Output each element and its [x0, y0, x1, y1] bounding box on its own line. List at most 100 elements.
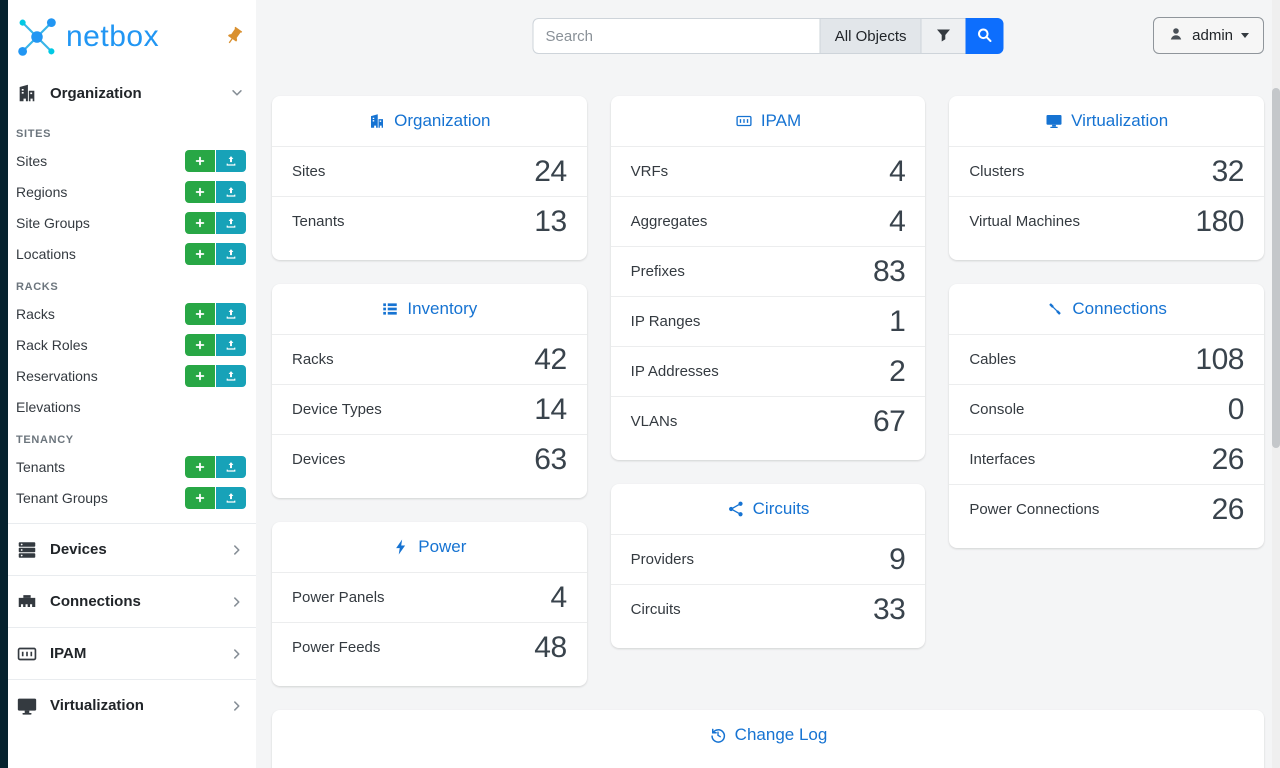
add-button[interactable] [185, 242, 215, 265]
import-button[interactable] [216, 149, 246, 172]
stat-label[interactable]: Sites [292, 163, 326, 180]
stat-label[interactable]: VRFs [630, 163, 669, 180]
stat-label[interactable]: Virtual Machines [969, 213, 1080, 230]
stat-row: Racks 42 [272, 334, 587, 384]
stat-row: Prefixes 83 [610, 246, 926, 296]
stat-row: Device Types 14 [272, 384, 587, 434]
sidebar-item-sites[interactable]: Sites [8, 145, 256, 176]
search-button[interactable] [965, 18, 1004, 54]
chevron-right-icon [230, 699, 244, 713]
sidebar-item-locations[interactable]: Locations [8, 238, 256, 269]
stat-label[interactable]: Console [969, 401, 1025, 418]
stat-label[interactable]: VLANs [630, 413, 678, 430]
sidebar-item-label: Rack Roles [16, 336, 88, 353]
stat-label[interactable]: Circuits [630, 601, 681, 618]
import-button[interactable] [216, 486, 246, 509]
stat-label[interactable]: IP Addresses [630, 363, 719, 380]
sidebar-item-tenants[interactable]: Tenants [8, 451, 256, 482]
add-button[interactable] [185, 455, 215, 478]
sidebar-group-organization[interactable]: Organization [8, 70, 256, 116]
stat-label[interactable]: Providers [630, 551, 695, 568]
sidebar-item-racks[interactable]: Racks [8, 298, 256, 329]
stat-value: 14 [534, 392, 567, 426]
card-title[interactable]: Power [418, 537, 467, 556]
search-input[interactable] [532, 18, 820, 54]
stat-row: Tenants 13 [272, 196, 587, 246]
card-header: Power [272, 522, 587, 572]
card-title[interactable]: Virtualization [1071, 111, 1169, 130]
user-icon [1168, 26, 1184, 46]
stat-label[interactable]: Device Types [292, 401, 382, 418]
pin-sidebar-button[interactable] [222, 24, 246, 51]
import-button[interactable] [216, 364, 246, 387]
import-button[interactable] [216, 302, 246, 325]
stat-label[interactable]: IP Ranges [630, 313, 701, 330]
import-button[interactable] [216, 211, 246, 234]
user-menu-button[interactable]: admin [1153, 17, 1264, 54]
sidebar-item-reservations[interactable]: Reservations [8, 360, 256, 391]
sidebar-group-connections[interactable]: Connections [8, 575, 256, 627]
card-organization: Organization Sites 24 Tenants 13 [272, 96, 587, 260]
sidebar-item-rack-roles[interactable]: Rack Roles [8, 329, 256, 360]
stat-row: Power Connections 26 [949, 484, 1264, 534]
add-button[interactable] [185, 149, 215, 172]
add-button[interactable] [185, 333, 215, 356]
stat-label[interactable]: Power Connections [969, 501, 1100, 518]
add-button[interactable] [185, 302, 215, 325]
card-title[interactable]: Change Log [734, 725, 828, 744]
netbox-logo-icon[interactable] [14, 14, 60, 60]
filter-icon [936, 27, 952, 46]
sidebar-item-elevations[interactable]: Elevations [8, 391, 256, 422]
stat-label[interactable]: Tenants [292, 213, 345, 230]
add-button[interactable] [185, 211, 215, 234]
card-title[interactable]: Connections [1072, 299, 1167, 318]
stat-row: Power Panels 4 [272, 572, 587, 622]
left-edge-strip [0, 0, 8, 768]
stat-label[interactable]: Power Feeds [292, 639, 381, 656]
sidebar-item-regions[interactable]: Regions [8, 176, 256, 207]
stat-label[interactable]: Interfaces [969, 451, 1036, 468]
stat-label[interactable]: Prefixes [630, 263, 685, 280]
sidebar-item-label: Locations [16, 245, 76, 262]
scrollbar[interactable] [1272, 0, 1280, 768]
card-header: IPAM [611, 96, 926, 146]
card-title[interactable]: Organization [394, 111, 491, 130]
stat-label[interactable]: Clusters [969, 163, 1025, 180]
sidebar: netbox Organization SITE [8, 0, 256, 768]
import-button[interactable] [216, 242, 246, 265]
stat-value: 33 [872, 592, 906, 626]
stat-row: VLANs 67 [610, 396, 926, 446]
stat-label[interactable]: Aggregates [630, 213, 708, 230]
stat-row: Devices 63 [272, 434, 587, 484]
card-title[interactable]: IPAM [760, 111, 802, 130]
sidebar-item-tenant-groups[interactable]: Tenant Groups [8, 482, 256, 513]
building-icon [368, 112, 386, 130]
import-button[interactable] [216, 180, 246, 203]
stat-value: 26 [1211, 492, 1245, 526]
stat-label[interactable]: Racks [292, 351, 334, 368]
list-icon [381, 300, 399, 318]
search-bar: All Objects [532, 18, 1004, 54]
search-scope-button[interactable]: All Objects [819, 18, 921, 54]
import-button[interactable] [216, 455, 246, 478]
card-title[interactable]: Inventory [407, 299, 478, 318]
counter-icon [735, 112, 753, 130]
stat-label[interactable]: Devices [292, 451, 346, 468]
add-button[interactable] [185, 180, 215, 203]
sidebar-group-devices[interactable]: Devices [8, 523, 256, 575]
import-button[interactable] [216, 333, 246, 356]
stat-value: 4 [889, 204, 906, 238]
card-title[interactable]: Circuits [752, 499, 810, 518]
sidebar-item-site-groups[interactable]: Site Groups [8, 207, 256, 238]
stat-row: IP Ranges 1 [610, 296, 926, 346]
filter-button[interactable] [920, 18, 966, 54]
add-button[interactable] [185, 486, 215, 509]
stat-label[interactable]: Cables [969, 351, 1017, 368]
sidebar-group-virtualization[interactable]: Virtualization [8, 679, 256, 731]
stat-label[interactable]: Power Panels [292, 589, 385, 606]
add-button[interactable] [185, 364, 215, 387]
scrollbar-thumb[interactable] [1272, 88, 1280, 448]
brand-name[interactable]: netbox [66, 20, 160, 53]
sidebar-group-ipam[interactable]: IPAM [8, 627, 256, 679]
